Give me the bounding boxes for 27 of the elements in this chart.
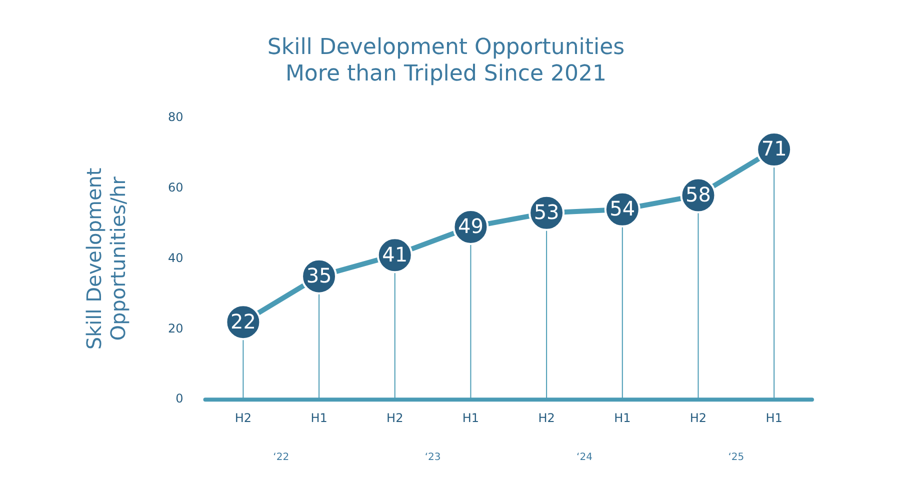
data-label: 54 xyxy=(610,196,636,221)
chart-title: Skill Development Opportunities More than Tripled Since 2021 xyxy=(267,34,625,86)
text: ‘23 xyxy=(424,452,441,463)
y-tick-label: 40 xyxy=(168,250,184,265)
data-label: 35 xyxy=(306,264,332,288)
data-label: 49 xyxy=(458,214,484,238)
x-tick-label: H1 xyxy=(310,410,328,425)
data-label: 71 xyxy=(761,136,787,161)
text: ‘24 xyxy=(576,452,592,463)
x-tick-label: H1 xyxy=(766,410,782,425)
data-label: 22 xyxy=(230,309,256,334)
y-tick-label: 20 xyxy=(168,321,184,336)
text: ‘25 xyxy=(728,452,744,463)
x-tick-label: H1 xyxy=(614,410,631,425)
x-tick-label: H2 xyxy=(234,410,252,425)
y-tick-label: 0 xyxy=(176,392,184,406)
text: ‘22 xyxy=(273,452,290,463)
data-label: 58 xyxy=(686,182,711,206)
data-label: 41 xyxy=(382,242,408,266)
x-tick-label: H1 xyxy=(462,410,480,425)
y-tick-label: 60 xyxy=(168,180,184,194)
x-tick-label: H2 xyxy=(538,410,555,425)
x-tick-label: H2 xyxy=(386,410,404,425)
y-axis-title: Skill Development Opportunities/hr xyxy=(82,168,130,350)
x-tick-label: H2 xyxy=(690,410,707,425)
data-label: 53 xyxy=(534,200,560,224)
y-tick-label: 80 xyxy=(168,110,184,124)
